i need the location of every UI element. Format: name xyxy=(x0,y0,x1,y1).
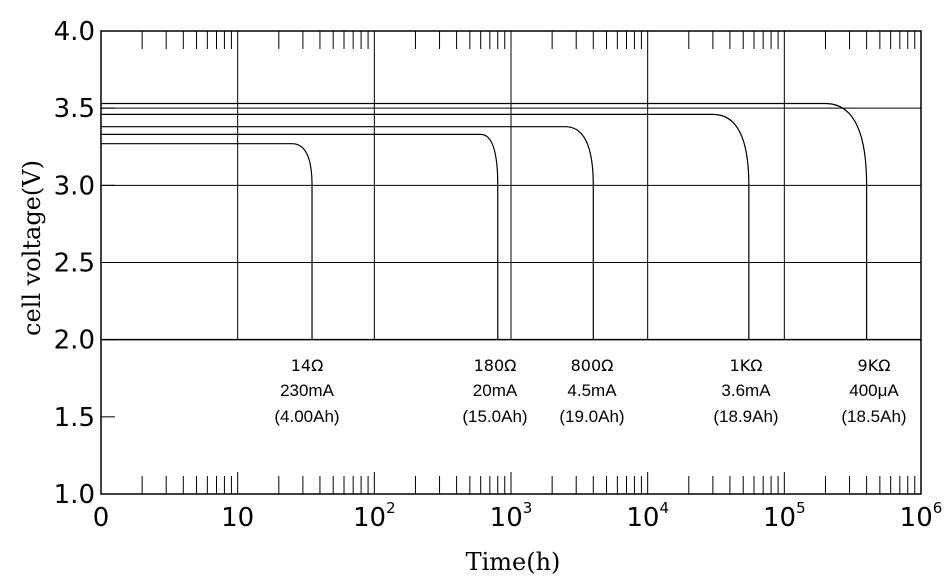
y-tick-label: 1.5 xyxy=(54,403,95,433)
x-tick-label: 105 xyxy=(763,499,806,533)
series-line-1 xyxy=(101,143,313,340)
series-line-4 xyxy=(101,113,750,340)
y-tick-label: 1.0 xyxy=(54,480,95,510)
x-tick-base: 10 xyxy=(763,503,796,533)
x-tick-label: 104 xyxy=(626,499,669,533)
curve-label-capacity: (18.5Ah) xyxy=(841,407,906,426)
curve-label-current: 230mA xyxy=(280,381,335,400)
x-tick-label: 103 xyxy=(490,499,533,533)
curve-label-capacity: (19.0Ah) xyxy=(559,407,624,426)
curve-label-load: 9KΩ xyxy=(858,356,891,375)
y-tick-label: 4.0 xyxy=(54,17,95,47)
x-tick-label: 106 xyxy=(900,499,943,533)
curve-label-load: 14Ω xyxy=(291,356,324,375)
x-tick-label: 0 xyxy=(93,503,110,533)
y-tick-label: 2.5 xyxy=(54,249,95,279)
curve-label-load: 800Ω xyxy=(571,356,614,375)
x-tick-labels: 0 10 102 103 104 105 106 xyxy=(93,499,943,533)
y-tick-label: 3.5 xyxy=(54,94,95,124)
series-line-5 xyxy=(101,102,868,340)
curve-label-capacity: (18.9Ah) xyxy=(713,407,778,426)
minor-ticks xyxy=(101,30,916,495)
x-tick-exponent: 5 xyxy=(796,499,806,517)
x-tick-base: 10 xyxy=(221,503,254,533)
curve-label-capacity: (15.0Ah) xyxy=(462,407,527,426)
x-tick-label: 102 xyxy=(353,499,396,533)
curve-label-current: 20mA xyxy=(473,381,518,400)
x-tick-base: 10 xyxy=(490,503,523,533)
x-tick-exponent: 6 xyxy=(933,499,943,517)
x-tick-exponent: 4 xyxy=(659,499,669,517)
y-tick-labels: 1.0 1.5 2.0 2.5 3.0 3.5 4.0 xyxy=(54,17,95,510)
x-axis-label: Time(h) xyxy=(466,548,561,576)
y-tick-label: 2.0 xyxy=(54,326,95,356)
grid-lines xyxy=(101,31,921,341)
curve-label-load: 1KΩ xyxy=(730,356,763,375)
x-tick-base: 0 xyxy=(93,503,110,533)
plot-frame xyxy=(100,30,922,495)
curve-labels: 14Ω 230mA (4.00Ah) 180Ω 20mA (15.0Ah) 800Ω 4.5m… xyxy=(274,356,906,426)
curve-label-current: 3.6mA xyxy=(721,381,771,400)
series-line-2 xyxy=(101,133,499,340)
x-tick-exponent: 2 xyxy=(386,499,396,517)
curve-label-capacity: (4.00Ah) xyxy=(274,407,339,426)
x-tick-base: 10 xyxy=(900,503,933,533)
x-tick-base: 10 xyxy=(626,503,659,533)
series-group xyxy=(101,102,868,340)
series-line-3 xyxy=(101,126,594,340)
curve-label-load: 180Ω xyxy=(474,356,517,375)
curve-label-current: 400μA xyxy=(849,381,899,400)
x-tick-label: 10 xyxy=(221,503,254,533)
x-tick-exponent: 3 xyxy=(523,499,533,517)
curve-label-current: 4.5mA xyxy=(567,381,617,400)
y-tick-label: 3.0 xyxy=(54,171,95,201)
x-tick-base: 10 xyxy=(353,503,386,533)
y-axis-label: cell voltage(V) xyxy=(18,160,46,336)
